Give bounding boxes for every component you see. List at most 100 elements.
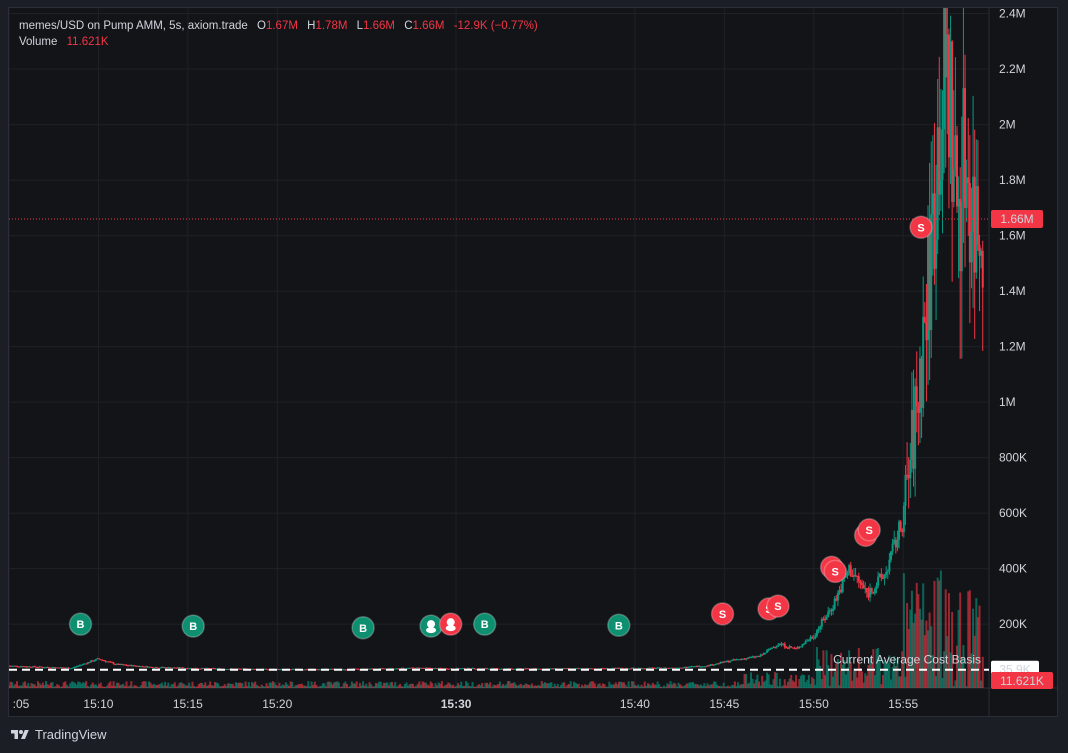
volume-bar bbox=[582, 686, 585, 688]
volume-bar bbox=[643, 681, 646, 688]
volume-bar bbox=[564, 686, 567, 688]
volume-bar bbox=[160, 682, 163, 688]
volume-bar bbox=[51, 682, 54, 688]
candle-body bbox=[613, 667, 616, 669]
candle-body bbox=[838, 589, 841, 593]
candle-body bbox=[809, 637, 812, 640]
volume-bar bbox=[703, 683, 706, 688]
volume-bar bbox=[452, 684, 455, 688]
marker-circle bbox=[766, 594, 790, 618]
legend-volume-label: Volume bbox=[19, 36, 58, 48]
volume-bar bbox=[205, 685, 208, 688]
volume-bar bbox=[930, 626, 933, 688]
candle-body bbox=[241, 668, 244, 670]
volume-bar bbox=[157, 684, 160, 688]
candle-body bbox=[811, 637, 814, 639]
volume-bar bbox=[217, 683, 220, 688]
candle-body bbox=[420, 667, 423, 669]
candle-body bbox=[416, 667, 419, 669]
marker-letter: B bbox=[77, 619, 85, 631]
volume-bar bbox=[899, 676, 902, 688]
candle-body bbox=[577, 668, 580, 670]
candle-body bbox=[175, 667, 178, 669]
volume-bar bbox=[259, 686, 262, 688]
volume-bar bbox=[392, 685, 395, 688]
volume-bar bbox=[254, 681, 257, 688]
candle-body bbox=[17, 666, 20, 668]
volume-bar bbox=[965, 686, 968, 688]
volume-bar bbox=[640, 684, 643, 688]
volume-bar bbox=[513, 682, 516, 688]
volume-bar bbox=[389, 682, 392, 688]
volume-bar bbox=[609, 684, 612, 688]
volume-bar bbox=[936, 577, 939, 688]
volume-bar bbox=[832, 676, 835, 688]
candle-body bbox=[67, 667, 70, 669]
volume-bar bbox=[320, 685, 323, 688]
candle-body bbox=[238, 668, 241, 670]
candle-body bbox=[883, 574, 886, 579]
volume-bar bbox=[867, 665, 870, 688]
volume-bar bbox=[754, 679, 757, 688]
volume-bar bbox=[94, 684, 97, 688]
volume-bar bbox=[909, 609, 912, 688]
candle-body bbox=[487, 668, 490, 670]
volume-bar bbox=[102, 686, 105, 688]
candle-body bbox=[627, 668, 630, 670]
volume-bar bbox=[133, 685, 136, 688]
volume-bar bbox=[957, 609, 960, 688]
candle-body bbox=[737, 659, 740, 661]
volume-bar bbox=[373, 686, 376, 688]
volume-bar bbox=[212, 685, 215, 688]
marker-circle bbox=[823, 559, 847, 584]
footer-brand[interactable]: TradingView bbox=[35, 727, 107, 742]
volume-bar bbox=[875, 648, 878, 688]
volume-bar bbox=[476, 685, 479, 688]
volume-bar bbox=[125, 681, 128, 688]
candle-body bbox=[915, 386, 918, 406]
marker-circle bbox=[181, 614, 205, 638]
volume-bar bbox=[616, 684, 619, 688]
candle-body bbox=[624, 668, 627, 670]
candle-body bbox=[146, 666, 149, 668]
candle-body bbox=[193, 668, 196, 670]
volume-bar bbox=[803, 675, 806, 688]
volume-bar bbox=[207, 684, 210, 688]
volume-bar bbox=[477, 684, 480, 688]
cost-basis-label: Current Average Cost Basis bbox=[833, 653, 981, 667]
candle-body bbox=[947, 34, 950, 158]
volume-bar bbox=[32, 684, 35, 688]
candle-body bbox=[389, 668, 392, 670]
volume-bar bbox=[846, 667, 849, 688]
candle-body bbox=[524, 668, 527, 670]
candle-body bbox=[466, 668, 469, 670]
volume-bar bbox=[669, 681, 672, 688]
volume-bar bbox=[242, 686, 245, 688]
volume-bar bbox=[828, 685, 831, 688]
tradingview-logo-icon[interactable] bbox=[10, 728, 30, 742]
chart-panel[interactable]: 1.66M Current Average Cost Basis 35.9K 11.6… bbox=[8, 7, 1058, 717]
candle-body bbox=[14, 665, 17, 667]
volume-bar bbox=[548, 682, 551, 688]
candle-body bbox=[149, 666, 152, 668]
volume-bar bbox=[494, 685, 497, 688]
volume-bar bbox=[796, 686, 799, 688]
volume-bar bbox=[825, 650, 828, 688]
volume-bar bbox=[885, 663, 888, 688]
volume-bar bbox=[663, 685, 666, 688]
candle-body bbox=[957, 198, 960, 207]
marker-letter: S bbox=[866, 525, 873, 537]
candle-body bbox=[638, 668, 641, 670]
candle-body bbox=[960, 202, 963, 272]
volume-bar bbox=[38, 683, 41, 688]
volume-bar bbox=[466, 682, 469, 688]
candle-body bbox=[225, 668, 228, 670]
volume-bar bbox=[729, 686, 732, 688]
volume-bar bbox=[402, 686, 405, 688]
candle-body bbox=[19, 666, 22, 668]
y-tick-label: 2M bbox=[999, 118, 1016, 132]
candle-body bbox=[877, 576, 880, 586]
candle-body bbox=[447, 669, 450, 671]
candle-body bbox=[980, 250, 983, 256]
